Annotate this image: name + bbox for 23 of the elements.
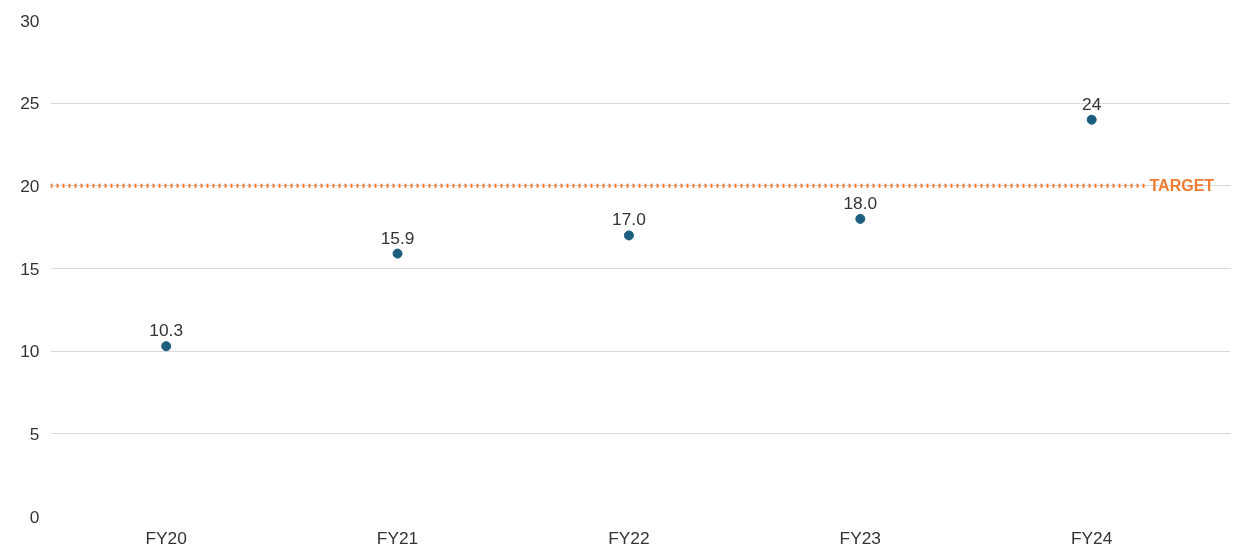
- point: [855, 213, 866, 224]
- x-tick-label: FY23: [839, 527, 882, 548]
- y-tick-label: 30: [20, 10, 40, 31]
- data-label: 15.9: [380, 227, 415, 248]
- x-tick-label: FY24: [1070, 527, 1113, 548]
- x-tick-label: FY20: [145, 527, 187, 548]
- point: [392, 248, 403, 259]
- y-tick-label: 20: [20, 175, 40, 196]
- point: [161, 341, 172, 352]
- point: [623, 230, 634, 241]
- y-tick-label: 15: [20, 258, 40, 279]
- x-tick-label: FY21: [376, 527, 419, 548]
- data-label: 10.3: [149, 320, 184, 341]
- data-label: 24: [1082, 93, 1102, 114]
- ref-line-label: TARGET: [1149, 177, 1215, 195]
- y-tick-label: 5: [29, 423, 40, 444]
- y-tick-label: 25: [20, 93, 40, 114]
- y-tick-label: 0: [29, 506, 40, 527]
- point: [1086, 114, 1097, 125]
- data-label: 17.0: [612, 209, 646, 230]
- data-label: 18.0: [843, 192, 878, 213]
- x-tick-label: FY22: [608, 527, 650, 548]
- y-tick-label: 10: [20, 341, 40, 362]
